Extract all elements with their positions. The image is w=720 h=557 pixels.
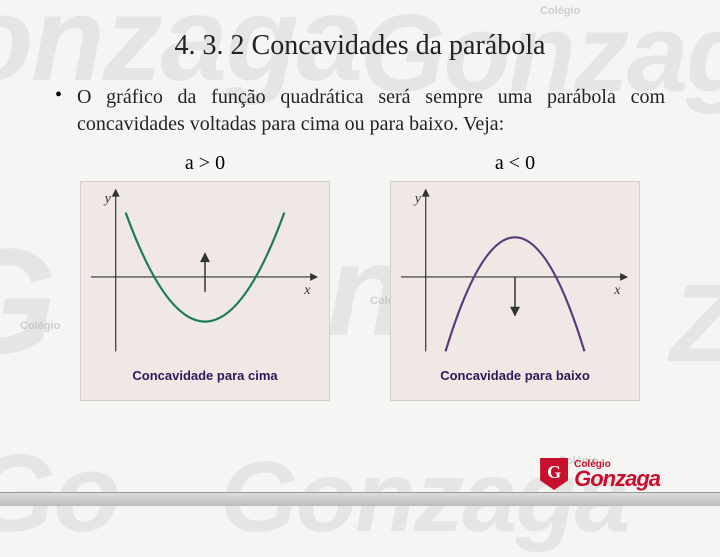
panel-left: a > 0 y x Concavidade para cima bbox=[80, 152, 330, 401]
caption-a-positive: a > 0 bbox=[80, 152, 330, 175]
body-paragraph: O gráfico da função quadrática será semp… bbox=[55, 84, 665, 138]
graph-panels: a > 0 y x Concavidade para cima a < 0 bbox=[55, 152, 665, 401]
svg-text:x: x bbox=[303, 283, 311, 298]
bullet: • bbox=[55, 84, 62, 107]
svg-text:y: y bbox=[103, 192, 112, 207]
label-concave-down: Concavidade para baixo bbox=[391, 362, 639, 383]
footer-divider bbox=[0, 492, 720, 506]
svg-text:y: y bbox=[413, 192, 422, 207]
shield-icon bbox=[540, 458, 568, 490]
brand-logo: Colégio Gonzaga bbox=[540, 458, 660, 490]
logo-name-text: Gonzaga bbox=[574, 469, 660, 489]
arrow-down-icon bbox=[510, 307, 520, 317]
panel-right: a < 0 y x Concavidade para baixo bbox=[390, 152, 640, 401]
section-title: 4. 3. 2 Concavidades da parábola bbox=[55, 30, 665, 62]
svg-text:x: x bbox=[613, 283, 621, 298]
graph-concave-up: y x Concavidade para cima bbox=[80, 181, 330, 401]
label-concave-up: Concavidade para cima bbox=[81, 362, 329, 383]
caption-a-negative: a < 0 bbox=[390, 152, 640, 175]
graph-concave-down: y x Concavidade para baixo bbox=[390, 181, 640, 401]
arrow-up-icon bbox=[200, 252, 210, 262]
